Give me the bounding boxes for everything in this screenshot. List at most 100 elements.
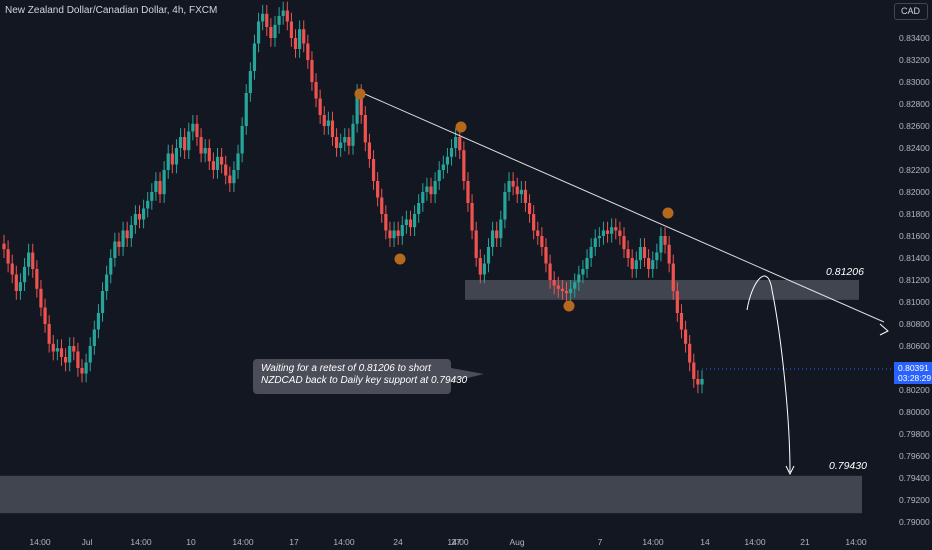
candle-up xyxy=(248,71,252,93)
candle-down xyxy=(618,230,622,236)
candle-down xyxy=(544,247,548,264)
support-level-label: 0.79430 xyxy=(829,460,867,472)
candle-down xyxy=(696,379,700,385)
candle-down xyxy=(334,137,339,148)
candle-up xyxy=(449,148,454,157)
candle-down xyxy=(466,181,470,203)
x-tick-label: Aug xyxy=(509,537,524,547)
y-tick-label: 0.81400 xyxy=(899,253,930,263)
candle-up xyxy=(236,153,240,170)
candle-down xyxy=(630,258,634,269)
candle-up xyxy=(146,200,150,209)
y-tick-label: 0.79200 xyxy=(899,495,930,505)
candle-down xyxy=(548,263,552,280)
candle-down xyxy=(408,219,413,228)
resistance-trendline xyxy=(359,91,885,323)
candle-down xyxy=(540,236,544,247)
candle-down xyxy=(137,214,142,220)
candle-up xyxy=(421,192,425,203)
candle-down xyxy=(347,137,351,146)
y-tick-label: 0.79000 xyxy=(899,517,930,527)
x-tick-label: 24 xyxy=(393,537,403,547)
candle-up xyxy=(585,258,589,269)
candle-down xyxy=(671,263,675,291)
candle-up xyxy=(581,269,585,275)
candle-down xyxy=(614,227,618,231)
candle-down xyxy=(564,291,569,294)
swing-point-marker xyxy=(662,207,674,219)
candle-down xyxy=(269,27,273,38)
candle-up xyxy=(659,236,663,253)
candle-up xyxy=(486,247,491,264)
currency-selector[interactable]: CAD xyxy=(894,3,928,20)
candle-up xyxy=(55,348,59,352)
swing-point-marker xyxy=(394,253,406,265)
candle-down xyxy=(117,241,121,247)
candle-up xyxy=(68,346,72,363)
candle-up xyxy=(100,291,105,313)
candle-up xyxy=(355,93,359,124)
retest-zone xyxy=(465,280,859,300)
candlestick-series xyxy=(2,1,704,394)
candle-down xyxy=(293,38,298,49)
candle-up xyxy=(187,131,191,151)
candle-up xyxy=(392,230,396,239)
candle-down xyxy=(626,249,630,258)
candle-down xyxy=(384,214,388,231)
x-tick-label: 14:00 xyxy=(333,537,355,547)
candle-down xyxy=(478,258,482,275)
candle-up xyxy=(162,170,166,195)
candle-down xyxy=(556,285,560,289)
candle-down xyxy=(363,115,367,143)
candle-down xyxy=(220,156,224,165)
candle-up xyxy=(499,219,503,239)
swing-point-marker xyxy=(354,88,366,100)
candle-down xyxy=(429,186,433,195)
y-tick-label: 0.81800 xyxy=(899,209,930,219)
projection-arrow xyxy=(746,275,791,473)
candle-up xyxy=(412,214,417,228)
candle-down xyxy=(14,274,18,291)
candle-down xyxy=(318,98,322,115)
candle-down xyxy=(310,60,314,82)
candle-up xyxy=(142,208,146,220)
last-price-value: 0.80391 xyxy=(898,363,929,373)
candle-down xyxy=(642,247,647,258)
candle-down xyxy=(43,307,47,324)
x-tick-label: 14:00 xyxy=(232,537,254,547)
trendline-arrowhead xyxy=(879,323,889,336)
candle-down xyxy=(605,230,610,234)
y-tick-label: 0.82200 xyxy=(899,165,930,175)
candle-down xyxy=(211,161,215,170)
x-tick-label: 17 xyxy=(289,537,299,547)
candle-up xyxy=(166,153,170,170)
candle-down xyxy=(380,197,384,214)
trade-note-callout[interactable]: Waiting for a retest of 0.81206 to short… xyxy=(253,359,467,394)
candle-down xyxy=(683,329,688,344)
candle-down xyxy=(515,186,519,195)
candle-down xyxy=(470,203,474,231)
y-tick-label: 0.79400 xyxy=(899,473,930,483)
x-tick-label: 21 xyxy=(800,537,810,547)
candle-up xyxy=(150,192,154,201)
x-tick-label: 14:00 xyxy=(744,537,766,547)
x-tick-label: 14:00 xyxy=(130,537,152,547)
x-tick-label: 7 xyxy=(598,537,603,547)
projection-arrowhead xyxy=(785,465,795,476)
candle-down xyxy=(289,21,294,38)
x-tick-label: 10 xyxy=(186,537,196,547)
candle-up xyxy=(503,192,507,220)
candle-up xyxy=(281,10,285,16)
candle-down xyxy=(35,269,39,289)
x-tick-label: 14 xyxy=(700,537,710,547)
candle-up xyxy=(577,274,581,283)
y-tick-label: 0.81200 xyxy=(899,275,930,285)
candle-up xyxy=(92,329,96,346)
y-tick-label: 0.82800 xyxy=(899,99,930,109)
candle-down xyxy=(692,362,696,379)
candle-down xyxy=(647,258,651,269)
candle-down xyxy=(31,252,35,269)
candle-up xyxy=(109,258,113,275)
callout-pointer xyxy=(451,368,484,382)
